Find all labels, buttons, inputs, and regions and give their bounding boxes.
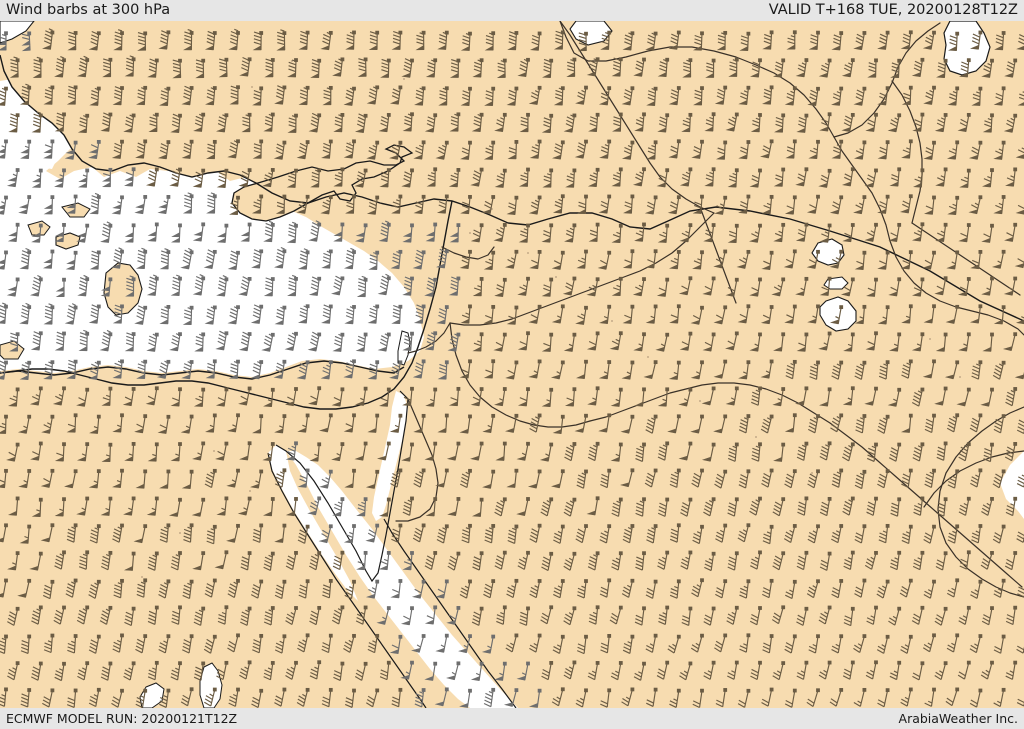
map-canvas[interactable] (0, 21, 1024, 708)
footer-bar: ECMWF MODEL RUN: 20200121T12Z ArabiaWeat… (0, 708, 1024, 729)
model-run-label: ECMWF MODEL RUN: 20200121T12Z (6, 711, 238, 726)
geography-layer (0, 21, 1024, 708)
page-title: Wind barbs at 300 hPa (6, 2, 171, 18)
provider-label: ArabiaWeather Inc. (898, 711, 1018, 726)
valid-time-label: VALID T+168 TUE, 20200128T12Z (768, 2, 1018, 18)
header-bar: Wind barbs at 300 hPa VALID T+168 TUE, 2… (0, 0, 1024, 21)
lake-habbaniyah (823, 276, 849, 290)
